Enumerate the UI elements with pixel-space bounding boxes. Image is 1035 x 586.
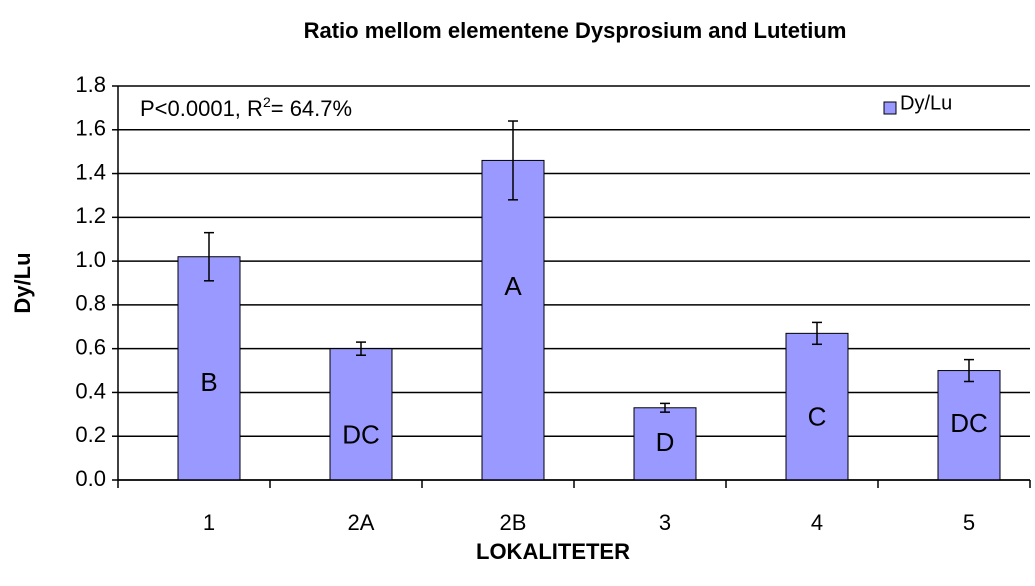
- bar-label: C: [808, 401, 827, 431]
- y-tick-label: 0.6: [75, 334, 106, 359]
- y-tick-label: 1.0: [75, 247, 106, 272]
- x-tick-label: 2A: [348, 510, 375, 535]
- y-tick-label: 1.4: [75, 159, 106, 184]
- y-tick-label: 1.6: [75, 116, 106, 141]
- bar-label: B: [200, 367, 217, 397]
- error-bar: [964, 358, 974, 383]
- annotation: P<0.0001, R2= 64.7%: [140, 94, 352, 121]
- error-bar: [812, 321, 822, 346]
- bar-label: A: [504, 271, 522, 301]
- chart-title: Ratio mellom elementene Dysprosium and L…: [304, 18, 847, 43]
- x-tick-label: 3: [659, 510, 671, 535]
- error-bar: [508, 120, 518, 201]
- annotation-superscript: 2: [263, 94, 271, 110]
- y-tick-label: 0.2: [75, 422, 106, 447]
- bar: [481, 159, 545, 481]
- x-tick-label: 2B: [500, 510, 527, 535]
- x-tick-label: 5: [963, 510, 975, 535]
- error-bar: [660, 402, 670, 413]
- x-tick-label: 1: [203, 510, 215, 535]
- bar: [785, 332, 849, 481]
- x-axis-label: LOKALITETER: [476, 539, 630, 564]
- y-axis-label: Dy/Lu: [10, 252, 35, 313]
- annotation-text: P<0.0001, R: [140, 96, 263, 121]
- bar-label: DC: [342, 420, 380, 450]
- bar: [177, 256, 241, 481]
- legend-swatch: [883, 101, 897, 115]
- y-tick-label: 1.2: [75, 203, 106, 228]
- y-tick-label: 0.0: [75, 466, 106, 491]
- error-bar: [356, 341, 366, 356]
- bar: [329, 348, 393, 481]
- y-tick-label: 0.8: [75, 291, 106, 316]
- bar-label: D: [656, 427, 675, 457]
- bar: [633, 407, 697, 481]
- x-tick-label: 4: [811, 510, 823, 535]
- legend-label: Dy/Lu: [900, 92, 952, 114]
- error-bar: [204, 231, 214, 282]
- annotation-text: = 64.7%: [271, 96, 352, 121]
- y-tick-label: 1.8: [75, 72, 106, 97]
- bar-label: DC: [950, 408, 988, 438]
- y-tick-label: 0.4: [75, 378, 106, 403]
